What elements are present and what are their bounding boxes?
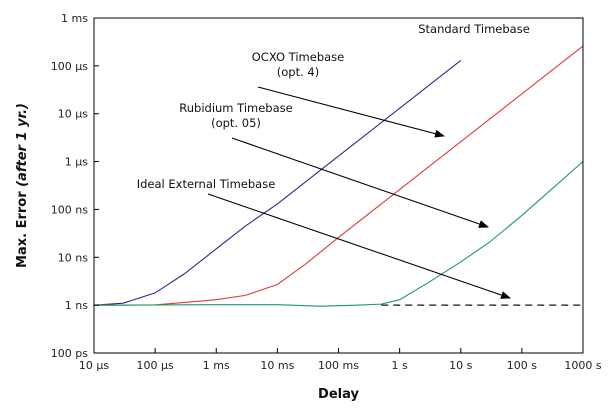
x-tick-label: 1000 s (564, 359, 601, 372)
series-line-3 (94, 161, 583, 307)
x-axis-title: Delay (318, 387, 359, 402)
annotation-label-3: (opt. 05) (211, 116, 261, 130)
annotation-label-4: Ideal External Timebase (137, 177, 276, 191)
series-line-1 (94, 59, 462, 306)
x-tick-label: 1 s (392, 359, 408, 372)
x-tick-label: 100 ms (318, 359, 359, 372)
annotation-arrow-3 (231, 137, 489, 228)
y-tick-label: 10 ns (58, 251, 88, 264)
y-tick-label: 10 µs (58, 108, 88, 121)
y-tick-label: 100 µs (51, 60, 88, 73)
y-tick-label: 1 ns (65, 299, 88, 312)
y-tick-label: 100 ps (51, 347, 88, 360)
x-tick-label: 10 ms (260, 359, 294, 372)
y-tick-label: 1 µs (65, 156, 88, 169)
x-tick-label: 100 µs (137, 359, 174, 372)
annotation-label-2: OCXO Timebase (252, 50, 345, 64)
x-tick-label: 1 ms (203, 359, 230, 372)
x-tick-label: 100 s (507, 359, 537, 372)
annotation-label-1: Standard Timebase (418, 22, 530, 36)
x-tick-label: 10 µs (79, 359, 109, 372)
series-line-2 (94, 45, 583, 306)
annotation-arrow-2 (257, 86, 445, 138)
annotation-label-3: Rubidium Timebase (179, 101, 292, 115)
annotation-label-2: (opt. 4) (277, 65, 319, 79)
annotation-arrow-4 (207, 193, 511, 299)
y-tick-label: 1 ms (61, 12, 88, 25)
x-tick-label: 10 s (449, 359, 472, 372)
y-axis-title: Max. Error (after 1 yr.) (15, 103, 30, 268)
y-tick-label: 100 ns (51, 203, 88, 216)
